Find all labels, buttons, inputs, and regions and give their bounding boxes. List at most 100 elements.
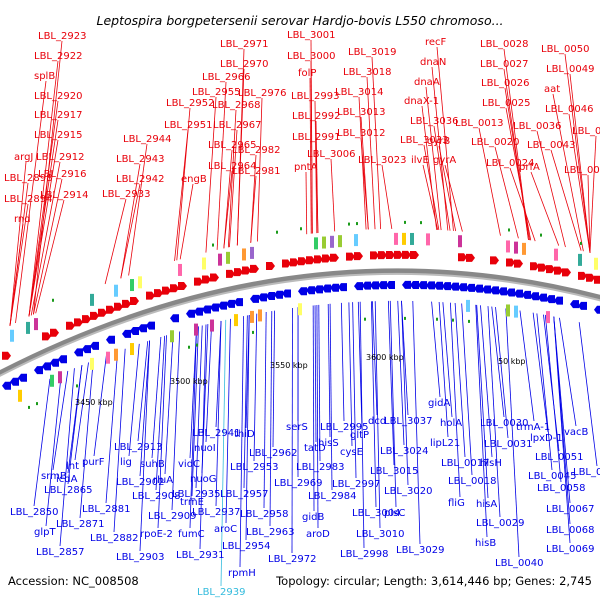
label-connector — [269, 311, 273, 527]
gene-label: LBL_3000 — [287, 51, 335, 62]
forward-gene-arrow — [146, 291, 155, 300]
gene-label: LBL_2917 — [34, 110, 82, 121]
label-connector — [236, 68, 245, 246]
reverse-gene-arrow — [122, 329, 131, 338]
feature-block — [218, 253, 222, 266]
gene-label: cysE — [340, 447, 363, 458]
label-connector — [421, 105, 438, 230]
feature-block — [514, 241, 518, 254]
gene-label: LBL_3037 — [384, 416, 432, 427]
gene-label: LBL_2951 — [164, 120, 212, 131]
marker — [276, 230, 278, 234]
label-connector — [568, 113, 591, 253]
feature-block — [50, 374, 54, 387]
label-connector — [494, 146, 519, 239]
label-connector — [245, 315, 250, 541]
feature-block — [354, 234, 358, 247]
label-connector — [52, 370, 69, 471]
marker — [436, 317, 438, 321]
forward-gene-arrow — [306, 256, 315, 265]
gene-label: gyrB — [427, 136, 450, 147]
forward-gene-arrow — [554, 266, 563, 275]
label-connector — [358, 96, 367, 230]
label-connector — [253, 313, 258, 462]
feature-block — [10, 329, 14, 342]
tick-label: 3550 kbp — [270, 361, 308, 370]
label-connector — [530, 171, 560, 246]
gene-label: LBL_2941 — [192, 428, 240, 439]
gene-label: serS — [286, 422, 308, 433]
gene-label: LBL_2850 — [10, 507, 58, 518]
gene-label: purF — [82, 457, 105, 468]
label-connector — [229, 129, 238, 248]
gene-label: LBL_3014 — [335, 87, 383, 98]
marker — [404, 220, 406, 224]
gene-label: dnaN — [420, 57, 446, 68]
gene-label: LBL_2967 — [213, 120, 261, 131]
label-connector — [33, 378, 51, 507]
gene-label: LBL_2912 — [36, 152, 84, 163]
gene-label: LBL_2957 — [220, 489, 268, 500]
forward-gene-arrow — [370, 251, 379, 260]
label-connector — [104, 198, 127, 285]
gene-label: LBL_3001 — [287, 30, 335, 41]
marker — [76, 384, 78, 388]
gene-label: LBL_2955 — [192, 87, 240, 98]
forward-gene-arrow — [170, 284, 179, 293]
label-connector — [536, 130, 566, 248]
feature-block — [506, 240, 510, 253]
reverse-gene-arrow — [554, 296, 563, 305]
marker — [364, 317, 366, 321]
label-connector — [340, 302, 345, 422]
gene-label: LBL_0067 — [546, 504, 594, 515]
label-connector — [450, 302, 461, 498]
gene-label: LBL_0031 — [484, 439, 532, 450]
marker — [252, 330, 254, 334]
forward-gene-arrow — [202, 275, 211, 284]
feature-tracks — [2, 220, 600, 409]
reverse-gene-arrow — [210, 303, 219, 312]
feature-block — [26, 321, 30, 334]
label-connector — [587, 174, 591, 253]
reverse-gene-arrow — [42, 362, 51, 371]
forward-gene-arrow — [514, 259, 523, 268]
gene-label: LBL_2984 — [308, 491, 356, 502]
gene-label: LBL_3020 — [384, 486, 432, 497]
tick-label: 50 kbp — [498, 357, 526, 366]
accession-label: Accession: NC_008508 — [8, 574, 139, 588]
gene-label: LBL_2992 — [292, 111, 340, 122]
reverse-gene-arrow — [226, 299, 235, 308]
label-connector — [329, 303, 333, 491]
forward-gene-arrow — [378, 251, 387, 260]
reverse-gene-arrow — [34, 366, 43, 375]
label-connector — [387, 300, 395, 466]
gene-label: LBL_3006 — [307, 149, 355, 160]
label-connector — [74, 362, 89, 461]
gene-label: LBL_0068 — [546, 525, 594, 536]
label-connector — [504, 87, 530, 241]
label-connector — [227, 109, 237, 248]
gene-label: LBL_3013 — [337, 107, 385, 118]
feature-block — [130, 279, 134, 292]
label-connector — [28, 100, 59, 317]
label-connector — [93, 355, 107, 457]
gene-label: LBL_0049 — [546, 64, 594, 75]
gene-label: plsC — [384, 508, 405, 519]
forward-gene-arrow — [402, 250, 411, 259]
reverse-gene-arrow — [50, 358, 59, 367]
label-connector — [366, 76, 376, 230]
label-connector — [559, 317, 577, 427]
forward-gene-arrow — [178, 281, 187, 290]
feature-block — [546, 311, 550, 324]
gene-label: LBL_0024 — [486, 158, 534, 169]
marker — [196, 343, 198, 347]
gene-label: LBL_2935 — [172, 489, 220, 500]
gene-label: aat — [544, 84, 560, 95]
reverse-gene-arrow — [330, 283, 339, 292]
feature-block — [258, 309, 262, 322]
feature-block — [90, 293, 94, 306]
gene-label: LBL_2952 — [166, 98, 214, 109]
feature-block — [170, 330, 174, 343]
reverse-gene-arrow — [570, 300, 579, 309]
gene-label: LBL_0050 — [541, 44, 589, 55]
